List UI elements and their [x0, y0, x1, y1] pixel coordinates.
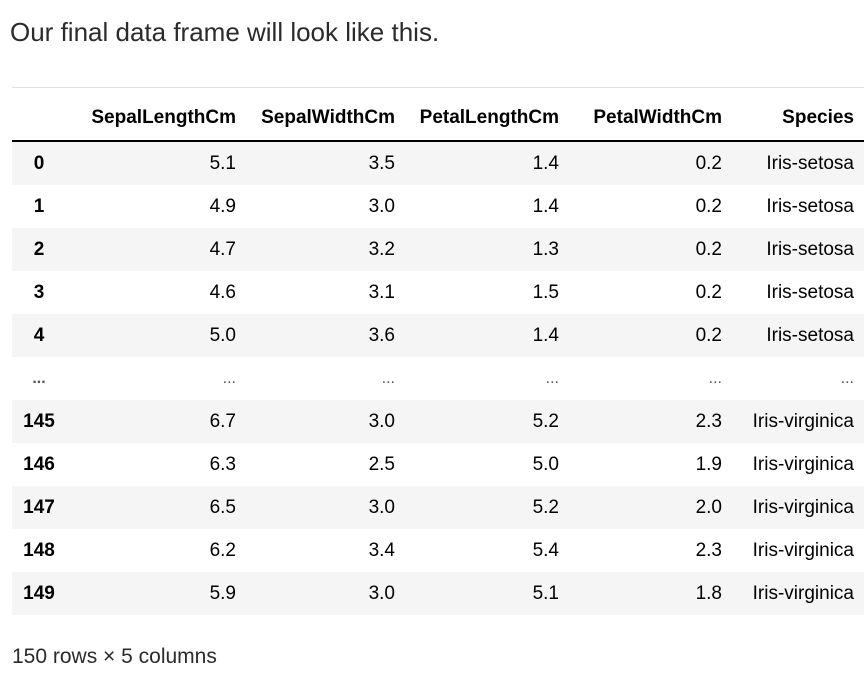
row-index: 0 — [33, 152, 45, 174]
table-cell: 2.3 — [695, 539, 722, 561]
table-cell: ... — [222, 369, 236, 387]
table-cell: Iris-setosa — [766, 281, 854, 303]
table-row: 3 4.6 3.1 1.5 0.2 Iris-setosa — [12, 271, 864, 314]
table-row: 4 5.0 3.6 1.4 0.2 Iris-setosa — [12, 314, 864, 357]
column-header: SepalLengthCm — [66, 96, 246, 142]
table-cell: Iris-virginica — [752, 410, 854, 432]
table-cell: 1.9 — [695, 453, 722, 475]
table-cell: Iris-virginica — [752, 582, 854, 604]
table-cell: Iris-setosa — [766, 195, 854, 217]
table-cell: Iris-setosa — [766, 152, 854, 174]
table-cell: 3.1 — [368, 281, 395, 303]
table-cell: ... — [381, 369, 395, 387]
row-index: ... — [32, 369, 46, 387]
table-cell: Iris-virginica — [752, 496, 854, 518]
table-shape-caption: 150 rows × 5 columns — [12, 645, 217, 668]
column-header: Species — [732, 96, 864, 142]
table-row: 2 4.7 3.2 1.3 0.2 Iris-setosa — [12, 228, 864, 271]
table-cell: ... — [708, 369, 722, 387]
column-header: SepalWidthCm — [246, 96, 405, 142]
table-cell: 1.4 — [532, 195, 559, 217]
table-cell: 4.7 — [209, 238, 236, 260]
table-cell: 3.0 — [368, 496, 395, 518]
table-cell: ... — [545, 369, 559, 387]
table-row: 1 4.9 3.0 1.4 0.2 Iris-setosa — [12, 185, 864, 228]
intro-text: Our final data frame will look like this… — [10, 17, 440, 47]
table-cell: 2.3 — [695, 410, 722, 432]
table-cell: Iris-virginica — [752, 539, 854, 561]
table-cell: 6.7 — [209, 410, 236, 432]
column-header: PetalWidthCm — [569, 96, 732, 142]
table-cell: 3.5 — [368, 152, 395, 174]
row-index: 147 — [23, 496, 55, 518]
row-index: 4 — [33, 324, 45, 346]
table-cell: 0.2 — [695, 195, 722, 217]
table-row: 146 6.3 2.5 5.0 1.9 Iris-virginica — [12, 443, 864, 486]
row-index: 145 — [23, 410, 55, 432]
table-row: 147 6.5 3.0 5.2 2.0 Iris-virginica — [12, 486, 864, 529]
table-cell: ... — [840, 369, 854, 387]
table-cell: 3.0 — [368, 195, 395, 217]
table-cell: 3.4 — [368, 539, 395, 561]
table-cell: 5.0 — [532, 453, 559, 475]
table-cell: 5.0 — [209, 324, 236, 346]
row-index: 3 — [33, 281, 45, 303]
table-cell: Iris-virginica — [752, 453, 854, 475]
table-header: SepalLengthCm SepalWidthCm PetalLengthCm… — [12, 96, 864, 142]
header-row: SepalLengthCm SepalWidthCm PetalLengthCm… — [12, 96, 864, 142]
table-cell: 6.3 — [209, 453, 236, 475]
table-cell: 3.2 — [368, 238, 395, 260]
table-cell: 1.4 — [532, 152, 559, 174]
row-index: 2 — [33, 238, 45, 260]
table-cell: 5.2 — [532, 410, 559, 432]
table-cell: 2.0 — [695, 496, 722, 518]
table-cell: 5.1 — [209, 152, 236, 174]
index-header — [12, 96, 66, 142]
table-cell: 3.6 — [368, 324, 395, 346]
table-cell: Iris-setosa — [766, 324, 854, 346]
row-index: 149 — [23, 582, 55, 604]
table-cell: 3.0 — [368, 410, 395, 432]
table-cell: 0.2 — [695, 152, 722, 174]
table-row: 145 6.7 3.0 5.2 2.3 Iris-virginica — [12, 400, 864, 443]
table-cell: 4.6 — [209, 281, 236, 303]
table-row: 0 5.1 3.5 1.4 0.2 Iris-setosa — [12, 141, 864, 185]
ellipsis-row: ... ... ... ... ... ... — [12, 357, 864, 400]
table-body: 0 5.1 3.5 1.4 0.2 Iris-setosa 1 4.9 3.0 … — [12, 141, 864, 615]
row-index: 1 — [33, 195, 45, 217]
table-cell: 4.9 — [209, 195, 236, 217]
table-cell: 6.5 — [209, 496, 236, 518]
table-cell: Iris-setosa — [766, 238, 854, 260]
table-cell: 1.8 — [695, 582, 722, 604]
table-cell: 1.4 — [532, 324, 559, 346]
dataframe-table: SepalLengthCm SepalWidthCm PetalLengthCm… — [12, 96, 864, 615]
table-cell: 6.2 — [209, 539, 236, 561]
divider — [12, 87, 864, 88]
table-cell: 0.2 — [695, 324, 722, 346]
column-header: PetalLengthCm — [405, 96, 569, 142]
table-cell: 1.3 — [532, 238, 559, 260]
table-cell: 0.2 — [695, 238, 722, 260]
table-cell: 3.0 — [368, 582, 395, 604]
table-row: 149 5.9 3.0 5.1 1.8 Iris-virginica — [12, 572, 864, 615]
row-index: 148 — [23, 539, 55, 561]
table-row: 148 6.2 3.4 5.4 2.3 Iris-virginica — [12, 529, 864, 572]
table-cell: 0.2 — [695, 281, 722, 303]
table-cell: 5.1 — [532, 582, 559, 604]
table-cell: 1.5 — [532, 281, 559, 303]
table-cell: 5.2 — [532, 496, 559, 518]
row-index: 146 — [23, 453, 55, 475]
table-cell: 5.4 — [532, 539, 559, 561]
table-cell: 5.9 — [209, 582, 236, 604]
table-cell: 2.5 — [368, 453, 395, 475]
